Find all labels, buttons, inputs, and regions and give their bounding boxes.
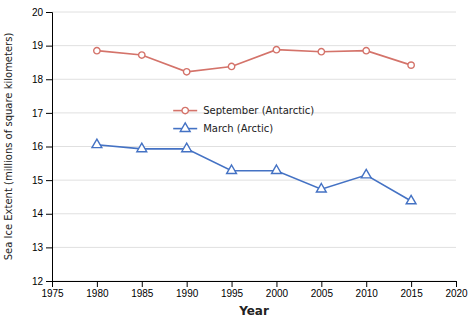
tick-label: 14 [32, 208, 44, 219]
tick: 1975 [41, 281, 64, 299]
axis-line [53, 282, 457, 288]
tick-mark [46, 12, 52, 13]
tick: 18 [32, 74, 52, 85]
point [182, 143, 192, 152]
grid-line [52, 247, 456, 248]
tick: 13 [32, 242, 52, 253]
tick-mark [46, 247, 52, 248]
tick-mark [46, 214, 52, 215]
point [94, 47, 100, 53]
tick-mark [46, 147, 52, 148]
legend: September (Antarctic) March (Arctic) [173, 105, 314, 134]
grid-line [52, 79, 456, 80]
tick-label: 20 [32, 7, 44, 18]
point [228, 63, 234, 69]
tick-mark [46, 46, 52, 47]
tick-label: 15 [32, 175, 44, 186]
y-axis: 12 13 14 15 16 17 18 19 20 [32, 7, 53, 287]
grid-line [52, 213, 456, 214]
tick-label: 12 [32, 276, 44, 287]
tick: 1985 [131, 281, 154, 299]
tick: 1990 [176, 281, 199, 299]
tick-label: 1995 [221, 288, 244, 299]
tick-label: 19 [32, 40, 44, 51]
grid-line [52, 180, 456, 181]
tick-mark [46, 281, 52, 282]
tick-label: 17 [32, 108, 44, 119]
tick-label: 18 [32, 74, 44, 85]
grid-line [52, 45, 456, 46]
tick-mark [366, 281, 367, 287]
tick-label: 2010 [356, 288, 379, 299]
grid-line [52, 12, 456, 13]
x-axis: 1975 1980 1985 1990 1995 2000 2005 2010 2015 2020 [41, 281, 468, 299]
point [408, 62, 414, 68]
tick-label: 1990 [176, 288, 199, 299]
tick: 1995 [221, 281, 244, 299]
y-axis-title: Sea Ice Extent (millions of square kilom… [3, 33, 14, 261]
point [363, 47, 369, 53]
legend-entry: September (Antarctic) [173, 105, 314, 116]
x-axis-title: Year [238, 304, 269, 318]
point [272, 165, 282, 174]
tick-label: 2000 [266, 288, 289, 299]
tick: 16 [32, 141, 52, 152]
grid [52, 12, 456, 281]
tick: 2010 [356, 281, 379, 299]
tick-mark [232, 281, 233, 287]
tick-mark [187, 281, 188, 287]
tick-mark [321, 281, 322, 287]
legend-entry: March (Arctic) [173, 123, 273, 134]
point [318, 48, 324, 54]
legend-marker [182, 107, 188, 113]
series-line [97, 145, 411, 201]
tick-mark [456, 281, 457, 287]
tick: 2005 [311, 281, 334, 299]
point [139, 52, 145, 58]
point [361, 169, 371, 178]
tick-mark [276, 281, 277, 287]
tick-mark [46, 79, 52, 80]
tick-mark [46, 180, 52, 181]
tick: 20 [32, 7, 52, 18]
series-points [92, 139, 416, 204]
chart: 1975198019851990199520002005201020152020… [0, 0, 474, 321]
point [92, 139, 102, 148]
plot-area: 1975198019851990199520002005201020152020… [32, 7, 468, 299]
legend-marker [180, 123, 190, 132]
tick-label: 1975 [41, 288, 64, 299]
marks [92, 46, 416, 203]
point [316, 184, 326, 193]
tick-mark [411, 281, 412, 287]
tick: 14 [32, 208, 52, 219]
tick-label: 2020 [445, 288, 468, 299]
tick-label: 2005 [311, 288, 334, 299]
tick-label: 2015 [400, 288, 423, 299]
tick: 2000 [266, 281, 289, 299]
tick: 2015 [400, 281, 423, 299]
tick: 19 [32, 40, 52, 51]
tick-label: 16 [32, 141, 44, 152]
point [406, 195, 416, 204]
axis-line [46, 13, 53, 282]
point [273, 46, 279, 52]
tick-mark [97, 281, 98, 287]
tick: 15 [32, 175, 52, 186]
tick-mark [142, 281, 143, 287]
tick-mark [46, 113, 52, 114]
series-points [94, 46, 415, 75]
tick: 1980 [86, 281, 109, 299]
tick: 12 [32, 276, 52, 287]
point [137, 143, 147, 152]
tick: 17 [32, 108, 52, 119]
legend-label: September (Antarctic) [203, 105, 314, 116]
tick: 2020 [445, 281, 468, 299]
tick-label: 13 [32, 242, 44, 253]
tick-label: 1980 [86, 288, 109, 299]
point [183, 69, 189, 75]
point [227, 165, 237, 174]
legend-label: March (Arctic) [203, 123, 273, 134]
tick-label: 1985 [131, 288, 154, 299]
